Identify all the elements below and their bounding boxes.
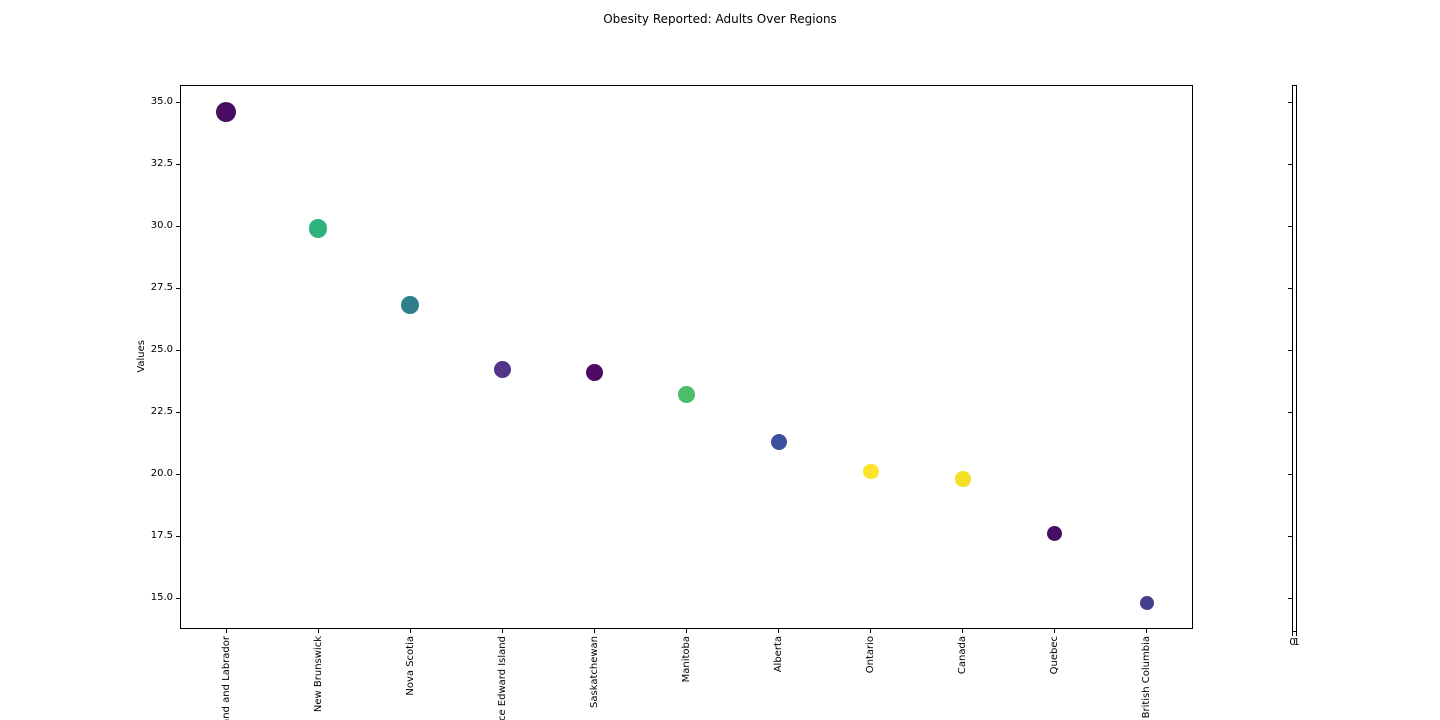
secondary-axis-tick (1288, 473, 1292, 475)
x-axis-tick (593, 629, 595, 633)
y-axis-tick-label: 30.0 (150, 220, 173, 231)
x-axis-tick (686, 629, 687, 633)
data-point-alberta (770, 433, 787, 450)
secondary-axis-tick (1288, 225, 1292, 227)
y-axis-tick (176, 225, 180, 227)
plot-area (180, 85, 1193, 629)
secondary-axis-tick (1288, 597, 1292, 599)
y-axis-tick-label: 22.5 (150, 406, 173, 417)
x-axis-tick-label: Nova Scotia (402, 636, 418, 696)
x-axis-tick (1146, 629, 1148, 633)
x-axis-tick-label-text: Manitoba (681, 636, 692, 683)
x-axis-tick-label: Ontario (863, 636, 879, 673)
x-axis-tick-label: Manitoba (679, 636, 695, 682)
y-axis-tick (176, 349, 180, 351)
data-point-prince-edward-island (493, 361, 511, 379)
y-axis-tick-label: 32.5 (150, 158, 173, 169)
data-point-new-brunswick (308, 219, 328, 238)
y-axis-tick-label: 20.0 (150, 468, 173, 479)
secondary-axis-tick (1288, 101, 1292, 103)
y-axis-tick (176, 101, 180, 103)
y-axis-tick (176, 597, 180, 599)
secondary-axis-xtick (1292, 632, 1293, 636)
x-axis-tick (409, 629, 411, 633)
x-axis-tick (225, 629, 227, 633)
data-point-manitoba (678, 386, 695, 403)
x-axis-tick (870, 629, 872, 633)
x-axis-tick (778, 629, 780, 633)
y-axis-tick-label: 17.5 (150, 530, 173, 541)
x-axis-tick-label-text: British Columbia (1141, 636, 1153, 719)
y-axis-tick (176, 163, 180, 165)
x-axis-tick (317, 629, 319, 633)
x-axis-tick-label-text: New Brunswick (312, 636, 324, 713)
secondary-axis-xtick-label: 0 (1289, 637, 1296, 648)
x-axis-tick-label: Saskatchewan (586, 636, 602, 708)
y-axis-tick-label: 25.0 (150, 344, 173, 355)
x-axis-tick-label: Prince Edward Island (494, 636, 510, 720)
data-point-quebec (1047, 526, 1063, 541)
y-axis-tick (176, 287, 180, 289)
data-point-british-columbia (1139, 595, 1154, 610)
x-axis-tick-label: Alberta (771, 636, 787, 672)
x-axis-tick-label: British Columbia (1139, 636, 1155, 718)
x-axis-tick-label-text: Prince Edward Island (496, 636, 508, 720)
y-axis-tick (176, 535, 180, 537)
data-point-nova-scotia (401, 296, 420, 315)
x-axis-tick (501, 629, 503, 633)
secondary-axis-tick (1288, 163, 1292, 165)
x-axis-tick-label-text: Newfoundland and Labrador (220, 636, 232, 720)
y-axis-tick-label: 15.0 (150, 592, 173, 603)
secondary-axis-tick (1288, 411, 1292, 413)
x-axis-tick (962, 629, 964, 633)
x-axis-tick-label-text: Alberta (773, 636, 785, 673)
secondary-axis-bar (1292, 85, 1297, 632)
y-axis-tick (176, 473, 180, 475)
secondary-axis-xtick-label: 1 (1293, 637, 1300, 648)
x-axis-tick-label: Canada (955, 636, 971, 674)
data-point-newfoundland-and-labrador (216, 101, 237, 122)
x-axis-tick-label-text: Canada (957, 636, 969, 675)
secondary-axis-tick (1288, 535, 1292, 537)
x-axis-tick-label-text: Nova Scotia (404, 636, 416, 696)
secondary-axis-xtick (1296, 632, 1297, 636)
secondary-axis-tick (1288, 287, 1292, 289)
y-axis-tick-label: 35.0 (150, 96, 173, 107)
x-axis-tick-label-text: Quebec (1049, 636, 1061, 675)
x-axis-tick (1054, 629, 1056, 633)
chart-title: Obesity Reported: Adults Over Regions (603, 12, 837, 26)
data-point-canada (954, 471, 971, 487)
y-axis-tick-label: 27.5 (150, 282, 173, 293)
data-point-ontario (862, 463, 879, 480)
y-axis-tick (176, 411, 180, 413)
secondary-axis-tick (1288, 349, 1292, 351)
x-axis-tick-label-text: Saskatchewan (588, 636, 600, 708)
x-axis-tick-label: New Brunswick (310, 636, 326, 712)
x-axis-tick-label-text: Ontario (865, 636, 877, 674)
x-axis-tick-label: Quebec (1047, 636, 1063, 674)
x-axis-tick-label: Newfoundland and Labrador (218, 636, 234, 720)
data-point-saskatchewan (585, 363, 603, 381)
